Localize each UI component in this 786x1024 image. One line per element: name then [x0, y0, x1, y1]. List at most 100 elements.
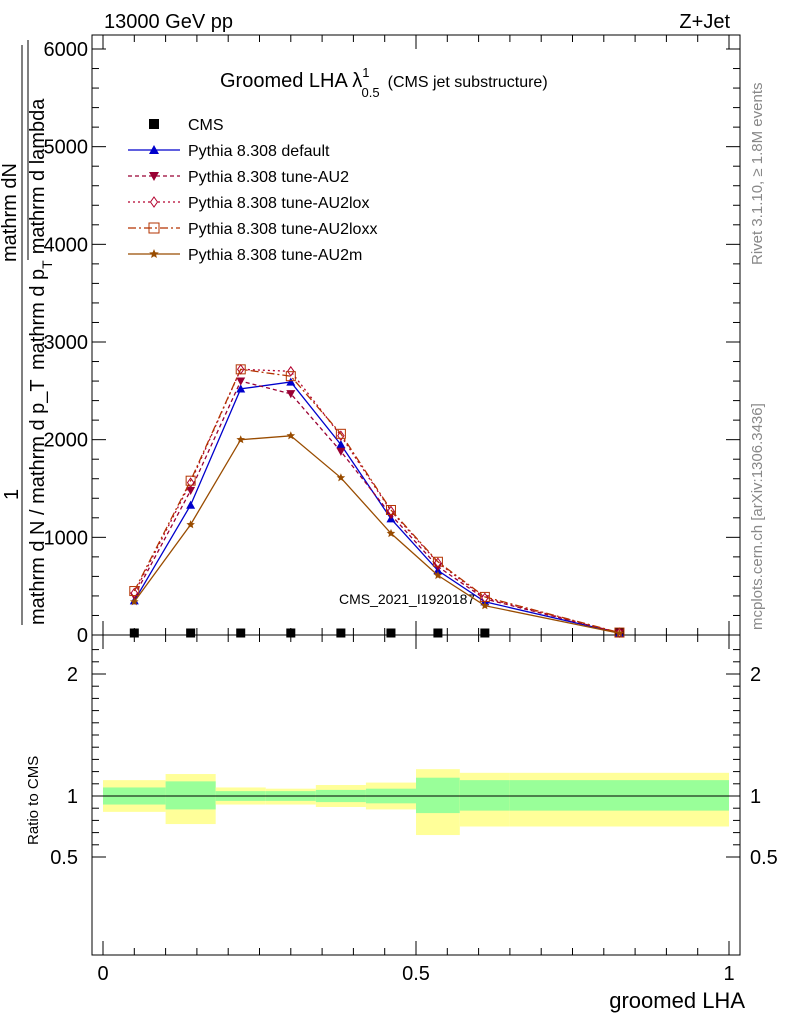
ratio-y-tick-label: 0.5 — [50, 847, 78, 869]
main-y-tick-label: 2000 — [44, 430, 89, 452]
data-point-cms — [129, 628, 139, 638]
legend-label-au2: Pythia 8.308 tune-AU2 — [188, 169, 349, 186]
ylabel-num-top: mathrm dN — [0, 163, 21, 262]
ratio-y-tick-label-right: 0.5 — [750, 847, 778, 869]
ylabel-num-bot: mathrm d p — [27, 269, 49, 370]
main-y-tick-label: 6000 — [44, 39, 89, 61]
legend-entry-default: Pythia 8.308 default — [128, 143, 330, 160]
ratio-y-axis-label: Ratio to CMS — [25, 756, 42, 845]
title-lambda: λ — [352, 70, 362, 92]
legend-label-au2lox: Pythia 8.308 tune-AU2lox — [188, 195, 369, 212]
legend-marker-au2 — [149, 172, 159, 181]
main-y-tick-label: 4000 — [44, 234, 89, 256]
data-point-default — [336, 440, 346, 449]
data-point-au2loxx — [335, 428, 346, 439]
ylabel-num-t: T — [39, 260, 55, 269]
legend-entry-au2lox: Pythia 8.308 tune-AU2lox — [128, 195, 369, 212]
ylabel-denominator: mathrm d N / mathrm d p_T — [27, 379, 49, 625]
legend-label-au2loxx: Pythia 8.308 tune-AU2loxx — [188, 221, 377, 238]
data-point-cms — [433, 628, 443, 638]
data-point-au2loxx — [185, 475, 196, 486]
title-sup: 1 — [362, 65, 369, 80]
data-point-au2m — [336, 473, 346, 482]
data-point-default — [236, 384, 246, 393]
ratio-y-tick-label: 1 — [67, 786, 78, 808]
series-au2m — [130, 431, 624, 637]
ratio-band-inner — [165, 781, 216, 810]
legend-entry-au2m: Pythia 8.308 tune-AU2m — [128, 247, 362, 264]
x-tick-label: 0.5 — [402, 963, 430, 985]
data-point-au2 — [336, 447, 346, 456]
legend: CMS Pythia 8.308 default Pythia 8.308 tune… — [128, 117, 377, 264]
plot-title: Groomed LHA λ1 0.5 (CMS jet substructure) — [220, 65, 548, 100]
legend-marker-default — [149, 145, 159, 154]
data-point-au2m — [433, 570, 443, 580]
legend-entry-au2: Pythia 8.308 tune-AU2 — [128, 169, 349, 186]
data-point-default — [286, 377, 296, 386]
header-process: Z+Jet — [679, 11, 730, 33]
series-line-au2loxx — [133, 368, 620, 634]
main-y-axis-label: 1 mathrm dN mathrm d pTmathrm d lambda m… — [0, 40, 55, 625]
legend-marker-au2m — [149, 249, 159, 258]
data-point-default — [186, 500, 196, 509]
data-point-cms — [286, 628, 296, 638]
legend-marker-cms — [149, 119, 159, 129]
data-point-au2m — [615, 628, 624, 637]
x-tick-label: 1 — [723, 963, 734, 985]
data-point-au2loxx — [432, 556, 443, 567]
legend-marker-au2lox — [149, 196, 159, 208]
data-point-cms — [336, 628, 346, 638]
header-energy: 13000 GeV pp — [104, 11, 233, 33]
data-point-au2loxx — [235, 364, 246, 375]
main-y-tick-label: 0 — [77, 625, 88, 647]
ylabel-one: 1 — [1, 489, 23, 500]
legend-entry-cms: CMS — [149, 117, 224, 134]
data-point-au2lox — [387, 505, 395, 517]
ratio-band-inner — [509, 780, 729, 811]
axis-ticks: 0 1000 2000 3000 4000 5000 6000 0 0.5 1 0.5 0.5 1 1 2 2 — [44, 35, 778, 985]
ratio-band-inner — [416, 777, 460, 814]
main-y-tick-label: 1000 — [44, 527, 89, 549]
title-sub: 0.5 — [362, 85, 380, 100]
series-au2loxx — [129, 364, 625, 638]
data-point-au2m — [480, 601, 490, 610]
data-point-au2m — [236, 435, 245, 444]
title-suffix: (CMS jet substructure) — [388, 74, 548, 91]
data-point-au2lox — [337, 430, 345, 442]
series-layer — [129, 363, 625, 639]
data-point-au2m — [130, 597, 139, 606]
data-point-au2 — [286, 390, 296, 399]
ylabel-numerator-den: mathrm d pTmathrm d lambda — [27, 98, 55, 370]
legend-marker-au2loxx — [148, 222, 160, 234]
data-point-au2loxx — [129, 586, 140, 597]
data-point-au2m — [286, 431, 296, 440]
ylabel-num-rest: mathrm d lambda — [27, 98, 49, 254]
data-point-cms — [186, 628, 196, 638]
data-point-au2loxx — [385, 504, 396, 515]
legend-entry-au2loxx: Pythia 8.308 tune-AU2loxx — [128, 221, 377, 238]
rivet-version-label: Rivet 3.1.10, ≥ 1.8M events — [749, 83, 766, 266]
ratio-y-tick-label: 2 — [67, 664, 78, 686]
legend-label-cms: CMS — [188, 117, 224, 134]
ratio-bands — [92, 769, 740, 836]
data-point-au2 — [186, 486, 196, 495]
legend-label-au2m: Pythia 8.308 tune-AU2m — [188, 247, 362, 264]
ratio-y-tick-label-right: 2 — [750, 664, 761, 686]
x-tick-label: 0 — [97, 963, 108, 985]
mcplots-label: mcplots.cern.ch [arXiv:1306.3436] — [749, 403, 766, 630]
data-point-au2loxx — [285, 371, 296, 382]
data-point-au2 — [236, 377, 246, 386]
data-point-cms — [480, 628, 490, 638]
main-y-tick-label: 5000 — [44, 137, 89, 159]
main-y-tick-label: 3000 — [44, 332, 89, 354]
data-point-au2m — [386, 528, 396, 538]
ratio-y-tick-label-right: 1 — [750, 786, 761, 808]
ylabel-numerator: mathrm dN — [0, 163, 21, 262]
analysis-watermark: CMS_2021_I1920187 — [339, 591, 475, 607]
data-point-au2m — [186, 520, 195, 529]
data-point-cms — [386, 628, 396, 638]
x-axis-label: groomed LHA — [609, 988, 745, 1013]
data-point-cms — [236, 628, 246, 638]
legend-label-default: Pythia 8.308 default — [188, 143, 330, 160]
